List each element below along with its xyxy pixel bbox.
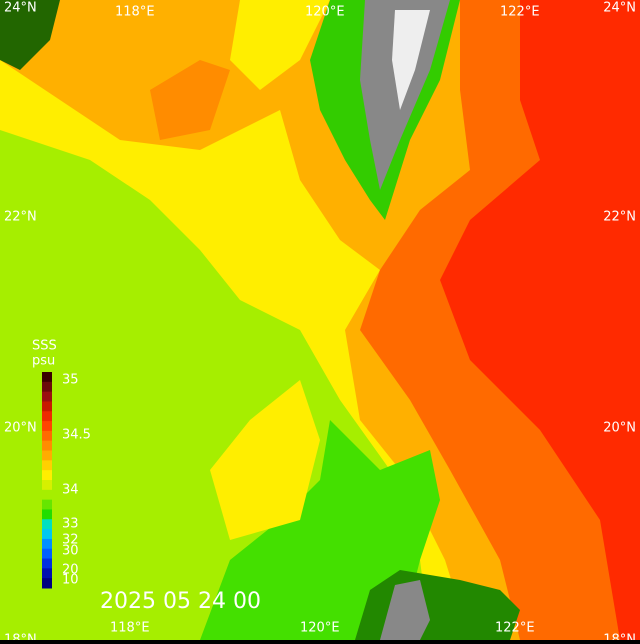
lon-label: 118°E — [115, 5, 155, 20]
colorbar-swatch — [42, 450, 52, 461]
colorbar-label: 10 — [62, 573, 79, 588]
taiwan-peaks — [392, 10, 430, 110]
colorbar-label: 20 — [62, 563, 79, 578]
lat-label: 22°N — [4, 210, 37, 225]
colorbar-label: 34 — [62, 483, 79, 498]
colorbar-swatch — [42, 470, 52, 481]
colorbar-swatch — [42, 381, 52, 393]
colorbar-label: 35 — [62, 373, 79, 388]
colorbar-swatch — [42, 509, 52, 520]
colorbar-label: 34.5 — [62, 428, 91, 443]
colorbar-swatch — [42, 430, 52, 442]
colorbar-swatch — [42, 411, 52, 422]
lat-label: 24°N — [603, 1, 636, 16]
lat-label: 18°N — [4, 633, 37, 641]
colorbar-label: 32 — [62, 533, 79, 548]
colorbar-label: 30 — [62, 544, 79, 559]
luzon-mountains — [380, 580, 430, 640]
colorbar-swatch — [42, 568, 52, 579]
sea-yellow-south — [210, 380, 320, 540]
colorbar-swatch — [42, 578, 52, 589]
lat-label: 20°N — [4, 421, 37, 436]
lat-label: 24°N — [4, 1, 37, 16]
lon-label: 120°E — [305, 5, 345, 20]
lon-label: 122°E — [495, 621, 535, 636]
colorbar-swatch — [42, 519, 52, 530]
colorbar-swatch — [42, 538, 52, 550]
lon-label: 122°E — [500, 5, 540, 20]
legend-unit: psu — [32, 354, 55, 369]
colorbar-swatch — [42, 421, 52, 432]
colorbar-swatch — [42, 372, 52, 383]
lat-label: 22°N — [603, 210, 636, 225]
colorbar-swatch — [42, 480, 52, 491]
colorbar-swatch — [42, 529, 52, 540]
sea-red — [440, 0, 640, 640]
lat-label: 18°N — [603, 633, 636, 641]
lon-label: 120°E — [300, 621, 340, 636]
sea-orange-patch — [150, 60, 230, 140]
legend-title: SSS — [32, 339, 57, 354]
colorbar-swatch — [42, 460, 52, 471]
colorbar-label: 33 — [62, 517, 79, 532]
colorbar-swatch — [42, 391, 52, 402]
china-land — [0, 0, 60, 70]
colorbar-swatch — [42, 401, 52, 412]
colorbar-swatch — [42, 558, 52, 569]
lon-label: 118°E — [110, 621, 150, 636]
sea-yellow-north — [230, 0, 330, 90]
colorbar-swatch — [42, 499, 52, 510]
colorbar-swatch — [42, 548, 52, 560]
colorbar-swatch — [42, 440, 52, 452]
date-label: 2025 05 24 00 — [100, 589, 261, 614]
lat-label: 20°N — [603, 421, 636, 436]
colorbar-swatch — [42, 489, 52, 501]
